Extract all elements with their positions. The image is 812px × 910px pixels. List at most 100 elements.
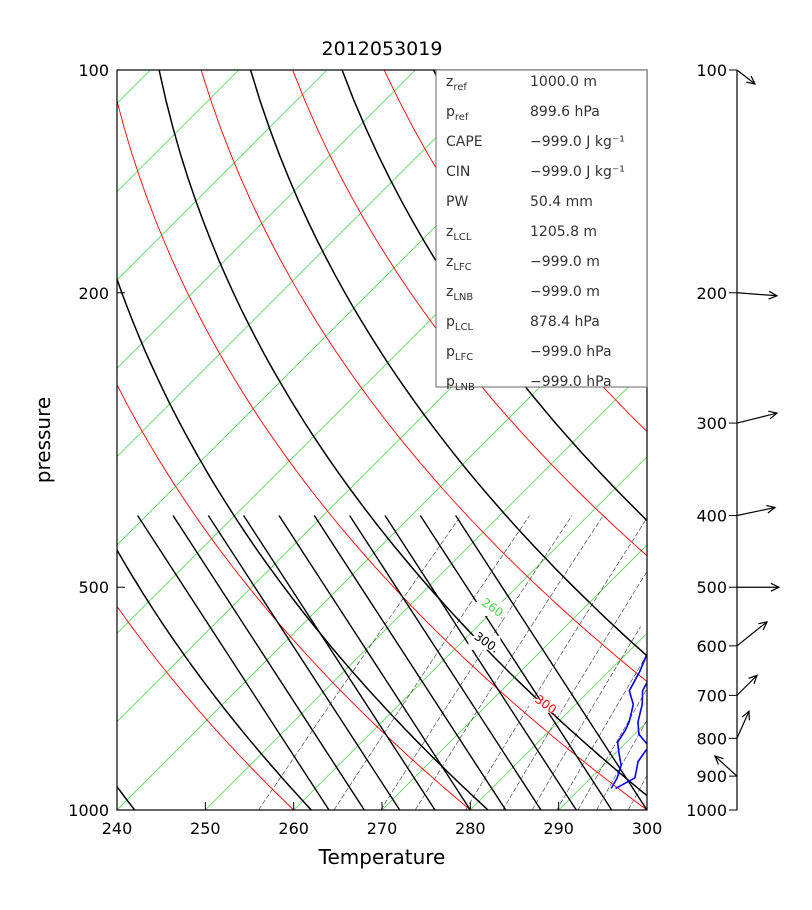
saturation-line xyxy=(172,515,365,810)
saturation-line xyxy=(278,515,471,810)
x-tick-label: 300 xyxy=(632,819,663,838)
isotherm-line xyxy=(646,809,647,810)
wind-tick-label: 500 xyxy=(696,578,727,597)
info-value: 878.4 hPa xyxy=(530,314,600,330)
dry-adiabat-line xyxy=(659,70,812,810)
mixing-ratio-label: 16.0 xyxy=(804,571,812,598)
wind-arrow-head xyxy=(758,620,769,631)
isotherm-line xyxy=(381,544,647,810)
mixing-ratio-line xyxy=(502,570,647,810)
x-tick-label: 280 xyxy=(455,819,486,838)
mixing-ratio-line xyxy=(596,719,647,810)
moist-adiabat-line xyxy=(249,70,647,657)
mixing-ratio-label-bg xyxy=(646,589,647,604)
mixing-ratio-line xyxy=(465,517,647,810)
wind-arrow-head xyxy=(766,504,777,514)
wind-tick-label: 600 xyxy=(696,637,727,656)
mixing-ratio-label: 4.00 xyxy=(650,583,680,610)
moist-adiabat-line xyxy=(117,548,312,810)
mixing-ratio-line xyxy=(556,653,647,810)
mixing-ratio-line xyxy=(258,515,462,810)
grid-labels: 210.220.240.260.280.4.008.0012.016.0300.… xyxy=(468,242,812,719)
wind-tick-label: 400 xyxy=(696,507,727,526)
saturation-line xyxy=(207,515,401,810)
wind-arrow-head xyxy=(741,710,750,721)
wind-tick-label: 100 xyxy=(696,61,727,80)
adiabat-label-bg xyxy=(468,635,501,650)
mixing-ratio-line xyxy=(627,774,647,810)
isotherm-line xyxy=(117,70,328,281)
wind-tick-label: 1000 xyxy=(686,801,727,820)
moist-adiabat-label-bg xyxy=(528,698,561,713)
wind-arrow xyxy=(736,292,778,297)
wind-arrow xyxy=(736,506,776,517)
wind-arrow xyxy=(736,674,758,696)
wind-tick-label: 200 xyxy=(696,284,727,303)
dry-adiabat-line xyxy=(117,809,118,810)
adiabat-label-bg xyxy=(755,252,787,266)
isotherm-line xyxy=(293,456,647,810)
saturation-line xyxy=(455,515,647,810)
sounding-line xyxy=(615,680,647,790)
mixing-ratio-label: 8.00 xyxy=(727,577,757,604)
isotherm-label-bg xyxy=(475,601,508,616)
wind-arrow xyxy=(736,711,750,739)
info-row: CAPE xyxy=(446,134,483,150)
isotherm-line xyxy=(117,70,416,369)
info-value: −999.0 J kg⁻¹ xyxy=(530,134,625,150)
info-value: 1205.8 m xyxy=(530,224,597,240)
moist-adiabat-line xyxy=(117,785,136,810)
y-tick-label: 200 xyxy=(78,284,109,303)
info-value: −999.0 m xyxy=(530,254,600,270)
dry-adiabat-line xyxy=(750,70,812,810)
moist-adiabat-label-bg xyxy=(748,463,780,477)
wind-arrow xyxy=(736,621,768,647)
info-value: −999.0 hPa xyxy=(530,374,612,390)
chart-title: 2012053019 xyxy=(322,38,443,60)
saturation-line xyxy=(349,515,542,810)
wind-tick-label: 300 xyxy=(696,414,727,433)
mixing-ratio-line xyxy=(531,615,647,810)
wind-arrow-head xyxy=(748,674,758,685)
isotherm-line xyxy=(117,279,647,810)
wind-arrow-head xyxy=(746,75,757,85)
wind-arrow-head xyxy=(768,290,779,300)
x-tick-label: 290 xyxy=(543,819,574,838)
mixing-ratio-line xyxy=(655,516,812,811)
saturation-line xyxy=(137,515,330,810)
info-row: PW xyxy=(446,194,468,210)
moist-adiabat-line xyxy=(800,70,812,810)
adiabat-label: 350. xyxy=(758,246,788,273)
info-value: 50.4 mm xyxy=(530,194,593,210)
y-tick-label: 1000 xyxy=(68,801,109,820)
info-value: −999.0 J kg⁻¹ xyxy=(530,164,625,180)
wind-tick-label: 800 xyxy=(696,729,727,748)
wind-tick-label: 700 xyxy=(696,686,727,705)
moist-adiabat-label: 350. xyxy=(751,456,781,483)
isotherm-label: 240. xyxy=(655,242,685,269)
dry-adiabat-line xyxy=(200,70,647,683)
x-axis-label: Temperature xyxy=(318,845,446,869)
dry-adiabat-line xyxy=(117,99,647,810)
y-axis-label: pressure xyxy=(31,397,55,483)
wind-arrow xyxy=(714,755,738,777)
x-tick-label: 240 xyxy=(102,819,133,838)
saturation-line xyxy=(384,515,577,810)
isotherm-line xyxy=(205,367,647,810)
wind-arrow-head xyxy=(768,410,779,420)
moist-adiabat-line xyxy=(158,70,647,797)
isotherm-line xyxy=(117,70,504,458)
mixing-ratio-line xyxy=(414,515,604,810)
moist-adiabat-line xyxy=(117,276,489,810)
y-tick-label: 500 xyxy=(78,578,109,597)
dry-adiabat-line xyxy=(117,383,471,810)
x-tick-label: 260 xyxy=(278,819,309,838)
info-value: 899.6 hPa xyxy=(530,104,600,120)
info-box-frame xyxy=(435,69,648,388)
isotherm-label-bg xyxy=(640,613,647,628)
wind-arrow-head xyxy=(713,755,724,765)
wind-arrow xyxy=(736,412,778,424)
info-value: −999.0 hPa xyxy=(530,344,612,360)
x-tick-label: 270 xyxy=(367,819,398,838)
